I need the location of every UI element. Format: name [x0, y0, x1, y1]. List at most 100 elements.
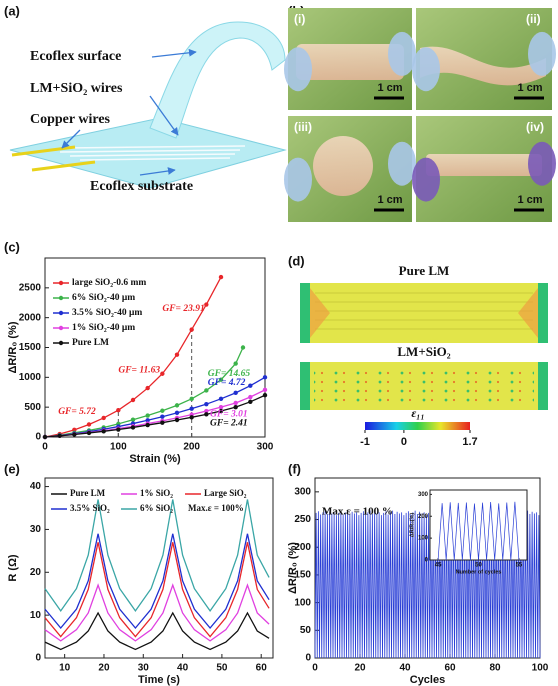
glove — [284, 157, 312, 202]
x-tick-label: 200 — [183, 442, 200, 453]
annotation: GF= 4.72 — [208, 378, 246, 388]
legend-label: 6% SiO₂ — [140, 503, 173, 513]
y-tick-label: 300 — [294, 486, 311, 497]
y-tick-label: 0 — [305, 653, 311, 664]
plot-frame — [429, 489, 528, 561]
marker — [218, 396, 224, 402]
marker — [218, 408, 224, 414]
sim-bar — [300, 283, 548, 343]
marker — [116, 407, 121, 413]
legend-label: 3.5% SiO₂ — [70, 503, 110, 513]
marker — [72, 432, 77, 437]
annotation: GF= 3.01 — [210, 410, 248, 420]
y-tick-label: 10 — [30, 610, 42, 621]
charts: (c)0 100 200 30005001000150020002500Strain … — [4, 239, 549, 685]
x-tick-label: 10 — [59, 663, 71, 674]
photo-label: (iii) — [294, 120, 312, 134]
marker — [189, 327, 194, 332]
y-tick-label: 1500 — [19, 342, 42, 353]
x-axis-label: Time (s) — [138, 674, 180, 686]
colorbar — [365, 422, 470, 430]
x-axis-label: Cycles — [410, 674, 445, 686]
x-tick-label: 300 — [257, 442, 274, 453]
sim-title: LM+SiO₂ — [397, 344, 450, 359]
marker — [160, 414, 165, 419]
panel-label: (f) — [288, 461, 301, 476]
label: Ecoflex surface — [30, 49, 121, 64]
x-tick-label: 100 — [110, 442, 127, 453]
scale-label: 1 cm — [517, 194, 542, 206]
film — [313, 136, 373, 196]
panel-b: (b) (i)1 cm(ii)1 cm(iii)1 cm(iv)1 cm — [284, 3, 556, 222]
series-line — [44, 394, 266, 438]
y-tick-label: 20 — [30, 567, 42, 578]
marker — [160, 371, 165, 376]
glove — [412, 47, 440, 92]
arrow — [151, 48, 197, 58]
film — [296, 44, 404, 80]
y-tick-label: 2000 — [19, 312, 42, 323]
label: Ecoflex substrate — [90, 179, 193, 194]
marker — [145, 418, 150, 423]
series-line — [44, 611, 270, 651]
scale-label: 1 cm — [517, 82, 542, 94]
marker — [145, 385, 150, 391]
colorbar-tick-label: 1.7 — [462, 436, 477, 448]
panel-label: (c) — [4, 239, 20, 254]
marker — [204, 408, 209, 414]
legend-label: 1% SiO₂ — [140, 488, 173, 498]
y-tick-label: 2500 — [19, 282, 42, 293]
y-tick-label: 1000 — [19, 372, 42, 383]
legend-label: Large SiO₂ — [204, 488, 247, 498]
film — [426, 154, 542, 176]
marker — [189, 396, 194, 402]
panel-d: (d) Pure LM LM+SiO₂ ε₁₁ -1 0 1.7 — [288, 253, 548, 448]
marker — [248, 383, 253, 388]
marker — [160, 420, 165, 425]
y-tick-label: 200 — [294, 542, 311, 553]
y-tick-label: 50 — [300, 625, 312, 636]
marker — [130, 425, 136, 430]
series-line — [44, 542, 270, 638]
marker — [262, 393, 268, 398]
series-line — [437, 501, 520, 561]
marker — [204, 412, 209, 417]
marker — [130, 417, 136, 422]
glove — [284, 47, 312, 92]
marker — [145, 413, 150, 418]
marker — [218, 274, 224, 280]
marker — [262, 375, 268, 380]
scale-label: 1 cm — [377, 194, 402, 206]
marker — [174, 352, 180, 357]
wires — [59, 145, 246, 161]
photos: (i) 1 cm (ii) 1 cm (iii) 1 cm (iv) 1 cm — [284, 8, 556, 222]
legend-marker — [58, 280, 64, 286]
marker — [204, 401, 209, 407]
scale-label: 1 cm — [377, 82, 402, 94]
x-axis-label: Number of cycles — [456, 569, 502, 575]
panel-label: (e) — [4, 461, 20, 476]
legend-label: Pure LM — [72, 338, 109, 348]
y-tick-label: 250 — [294, 514, 311, 525]
marker — [248, 399, 253, 404]
marker — [101, 429, 106, 434]
y-axis-label: R (Ω) — [7, 554, 19, 581]
sim-end — [538, 362, 548, 410]
marker — [174, 410, 180, 416]
marker — [204, 302, 209, 307]
annotation: GF= 14.65 — [208, 369, 251, 379]
y-tick-label: 150 — [294, 570, 311, 581]
marker — [101, 415, 106, 421]
marker — [174, 403, 180, 408]
photo-label: (i) — [294, 12, 305, 26]
series-line — [44, 499, 270, 612]
x-tick-label: 20 — [354, 663, 366, 674]
x-tick-label: 55 — [516, 563, 523, 569]
y-tick-label: 40 — [30, 481, 42, 492]
y-axis-label: ΔR/R₀ (%) — [287, 542, 299, 594]
photo-label: (iv) — [526, 120, 544, 134]
x-tick-label: 50 — [475, 563, 482, 569]
x-tick-label: 30 — [138, 663, 150, 674]
y-tick-label: 0 — [425, 558, 429, 564]
